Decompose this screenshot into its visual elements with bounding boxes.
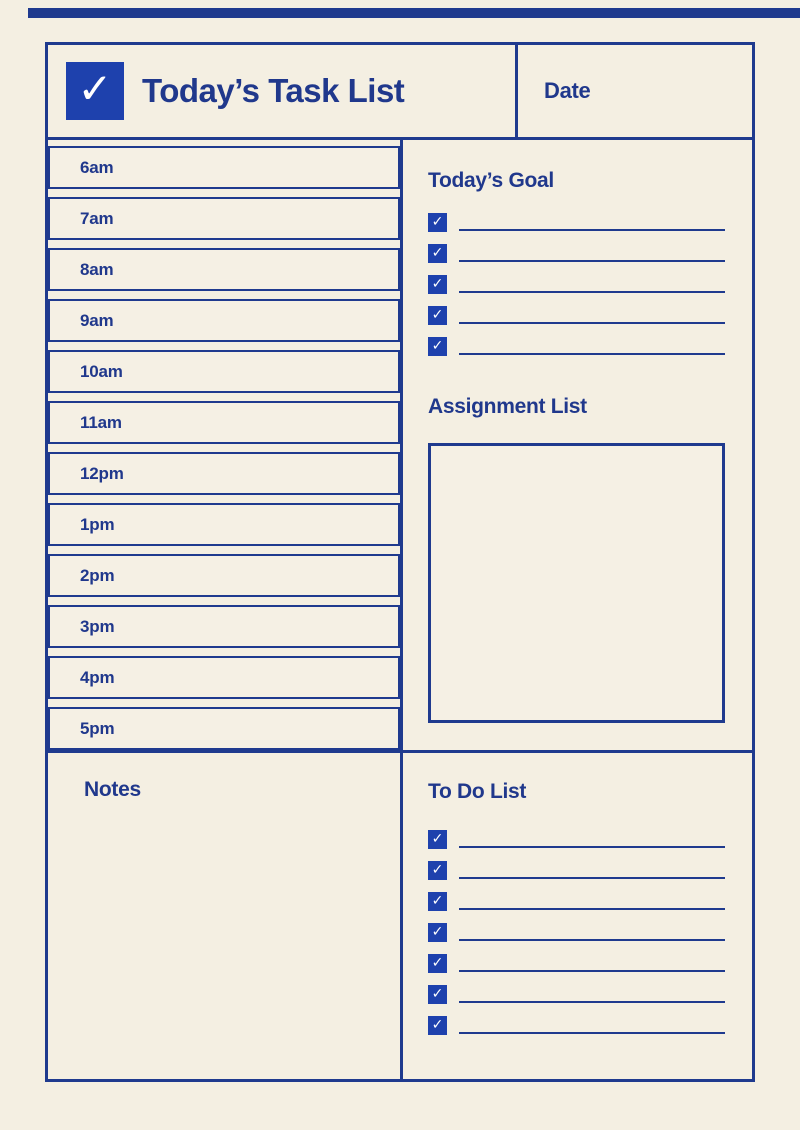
- goal-row: ✓: [428, 337, 725, 356]
- check-glyph: ✓: [431, 275, 444, 292]
- right-column: Today’s Goal ✓: [400, 140, 752, 1079]
- goal-write-line[interactable]: [459, 291, 725, 293]
- time-label: 5pm: [80, 718, 115, 738]
- time-slot[interactable]: 12pm: [48, 452, 400, 495]
- checkbox-icon[interactable]: ✓: [428, 923, 447, 942]
- todo-write-line[interactable]: [459, 970, 725, 972]
- time-slot[interactable]: 9am: [48, 299, 400, 342]
- goal-row: ✓: [428, 213, 725, 232]
- todo-row: ✓: [428, 985, 725, 1004]
- notes-section[interactable]: Notes: [48, 750, 400, 1079]
- time-label: 2pm: [80, 565, 115, 585]
- time-slot[interactable]: 4pm: [48, 656, 400, 699]
- time-slot[interactable]: 5pm: [48, 707, 400, 750]
- time-slot[interactable]: 7am: [48, 197, 400, 240]
- todo-write-line[interactable]: [459, 908, 725, 910]
- check-glyph: ✓: [431, 1016, 444, 1033]
- time-slot[interactable]: 6am: [48, 146, 400, 189]
- time-label: 8am: [80, 259, 114, 279]
- todo-row: ✓: [428, 892, 725, 911]
- goal-and-assignment-section: Today’s Goal ✓: [403, 140, 752, 750]
- time-label: 10am: [80, 361, 123, 381]
- time-label: 4pm: [80, 667, 115, 687]
- goal-write-line[interactable]: [459, 260, 725, 262]
- header-title-cell: ✓ Today’s Task List: [48, 45, 515, 137]
- todo-write-line[interactable]: [459, 846, 725, 848]
- todo-row: ✓: [428, 954, 725, 973]
- checkbox-icon[interactable]: ✓: [428, 892, 447, 911]
- checkbox-icon[interactable]: ✓: [428, 244, 447, 263]
- checkbox-icon[interactable]: ✓: [428, 213, 447, 232]
- todo-write-line[interactable]: [459, 1001, 725, 1003]
- time-label: 9am: [80, 310, 114, 330]
- todo-write-line[interactable]: [459, 1032, 725, 1034]
- time-label: 12pm: [80, 463, 124, 483]
- goal-checklist: ✓ ✓: [428, 213, 725, 356]
- checkbox-icon[interactable]: ✓: [428, 306, 447, 325]
- checkbox-icon[interactable]: ✓: [428, 275, 447, 294]
- time-slot[interactable]: 1pm: [48, 503, 400, 546]
- page-title: Today’s Task List: [142, 72, 405, 109]
- todo-heading: To Do List: [428, 780, 527, 803]
- date-label: Date: [544, 78, 591, 103]
- time-slot[interactable]: 10am: [48, 350, 400, 393]
- todo-row: ✓: [428, 830, 725, 849]
- todo-row: ✓: [428, 923, 725, 942]
- time-label: 1pm: [80, 514, 115, 534]
- time-label: 7am: [80, 208, 114, 228]
- checkbox-icon[interactable]: ✓: [428, 1016, 447, 1035]
- top-accent-stripe: [28, 8, 800, 18]
- checkbox-icon[interactable]: ✓: [428, 985, 447, 1004]
- checkmark-icon: ✓: [66, 62, 124, 120]
- checkbox-icon[interactable]: ✓: [428, 337, 447, 356]
- goal-write-line[interactable]: [459, 229, 725, 231]
- goal-row: ✓: [428, 244, 725, 263]
- time-slot[interactable]: 8am: [48, 248, 400, 291]
- time-slot[interactable]: 2pm: [48, 554, 400, 597]
- main-body: 6am 7am 8am 9am: [48, 140, 752, 1079]
- left-column: 6am 7am 8am 9am: [48, 140, 400, 1079]
- check-glyph: ✓: [431, 337, 444, 354]
- checkbox-icon[interactable]: ✓: [428, 861, 447, 880]
- checkbox-icon[interactable]: ✓: [428, 830, 447, 849]
- check-glyph: ✓: [431, 954, 444, 971]
- goal-write-line[interactable]: [459, 322, 725, 324]
- check-glyph: ✓: [431, 213, 444, 230]
- time-label: 6am: [80, 157, 114, 177]
- header: ✓ Today’s Task List Date: [48, 45, 752, 140]
- notes-heading: Notes: [84, 778, 141, 801]
- todo-write-line[interactable]: [459, 877, 725, 879]
- goal-write-line[interactable]: [459, 353, 725, 355]
- planner-frame: ✓ Today’s Task List Date 6am: [45, 42, 755, 1082]
- todo-checklist: ✓ ✓: [428, 830, 725, 1035]
- check-glyph: ✓: [431, 892, 444, 909]
- time-label: 11am: [80, 412, 122, 432]
- todo-row: ✓: [428, 861, 725, 880]
- check-glyph: ✓: [431, 985, 444, 1002]
- check-glyph: ✓: [431, 306, 444, 323]
- time-label: 3pm: [80, 616, 115, 636]
- assignment-heading: Assignment List: [428, 395, 587, 418]
- goals-heading: Today’s Goal: [428, 169, 554, 192]
- hourly-schedule: 6am 7am 8am 9am: [48, 140, 400, 750]
- check-glyph: ✓: [431, 830, 444, 847]
- todo-row: ✓: [428, 1016, 725, 1035]
- todo-write-line[interactable]: [459, 939, 725, 941]
- goal-row: ✓: [428, 275, 725, 294]
- time-slot[interactable]: 3pm: [48, 605, 400, 648]
- check-glyph: ✓: [77, 64, 113, 113]
- assignment-box[interactable]: [428, 443, 725, 723]
- todo-section: To Do List ✓: [403, 750, 752, 1079]
- check-glyph: ✓: [431, 861, 444, 878]
- goal-row: ✓: [428, 306, 725, 325]
- date-field[interactable]: Date: [515, 45, 752, 137]
- checkbox-icon[interactable]: ✓: [428, 954, 447, 973]
- check-glyph: ✓: [431, 923, 444, 940]
- check-glyph: ✓: [431, 244, 444, 261]
- time-slot[interactable]: 11am: [48, 401, 400, 444]
